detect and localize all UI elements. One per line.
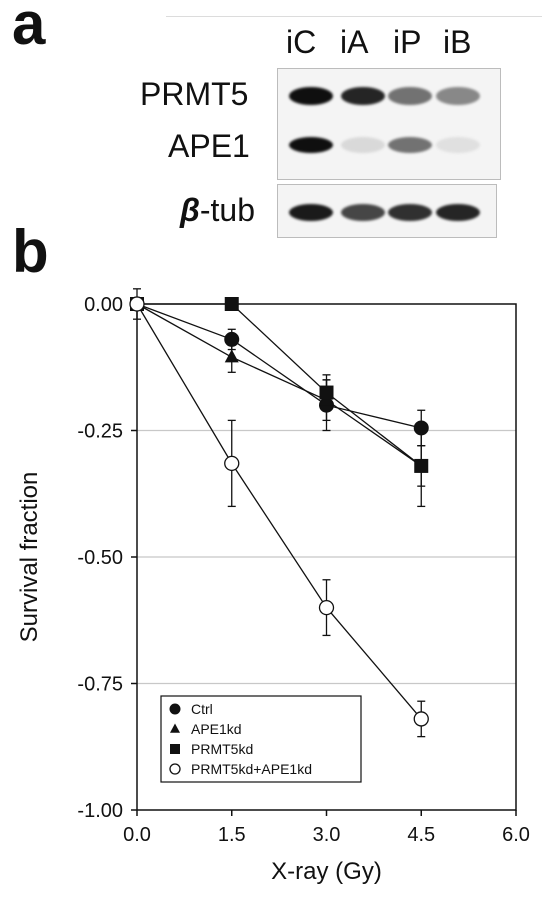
x-axis-label: X-ray (Gy): [271, 858, 382, 885]
band-ape1: [388, 137, 432, 153]
data-point: [224, 331, 240, 347]
band-ape1: [289, 137, 333, 153]
y-tick-label: -1.00: [77, 800, 123, 822]
band-prmt5: [341, 87, 385, 105]
data-point: [224, 297, 239, 311]
beta-symbol: β: [180, 192, 200, 228]
lane-label-4: iB: [443, 24, 472, 60]
panel-b-letter: b: [12, 218, 49, 285]
y-tick-label: -0.75: [77, 674, 123, 696]
series-line: [136, 303, 422, 467]
x-tick-label: 6.0: [502, 824, 530, 846]
lane-label-3: iP: [393, 24, 422, 60]
data-point: [318, 599, 335, 616]
band-beta-tub: [388, 203, 432, 221]
y-tick-label: -0.50: [77, 547, 123, 569]
legend-label: PRMT5kd+APE1kd: [191, 761, 312, 777]
band-prmt5: [289, 87, 333, 105]
data-point: [414, 458, 429, 473]
band-beta-tub: [436, 203, 480, 221]
legend-label: PRMT5kd: [191, 741, 253, 757]
y-axis-label: Survival fraction: [16, 472, 43, 643]
data-point: [413, 420, 429, 436]
x-tick-label: 0.0: [123, 824, 151, 846]
band-prmt5: [388, 87, 432, 105]
band-ape1: [436, 137, 480, 153]
data-point: [224, 455, 240, 472]
band-prmt5: [436, 87, 480, 105]
protein-label-ape1: APE1: [168, 128, 250, 164]
lane-label-1: iC: [286, 24, 317, 60]
blot-prmt5-ape1: [277, 68, 501, 180]
protein-label-beta-tub: β-tub: [180, 192, 255, 229]
data-point: [224, 349, 239, 363]
y-tick-label: 0.00: [84, 294, 123, 316]
band-ape1: [341, 137, 385, 153]
legend-marker: [170, 723, 180, 733]
band-beta-tub: [341, 203, 385, 221]
survival-chart: 0.00 -0.25 -0.50 -0.75 -1.000.0 1.5 3.0 4.5 6.0 X…: [16, 288, 530, 885]
legend-label: APE1kd: [191, 721, 242, 737]
series-line: [136, 303, 422, 720]
band-beta-tub: [289, 203, 333, 221]
data-point: [129, 296, 145, 312]
legend-marker: [170, 744, 180, 754]
series-line: [137, 303, 422, 467]
legend-marker: [169, 703, 181, 715]
legend-marker: [169, 763, 181, 775]
tub-suffix: -tub: [199, 192, 255, 228]
lane-label-2: iA: [340, 24, 369, 60]
y-tick-label: -0.25: [77, 421, 123, 443]
legend-box: [160, 695, 362, 783]
legend-label: Ctrl: [191, 701, 213, 717]
header-rule: [166, 16, 542, 17]
series-line: [136, 303, 422, 429]
panel-a-letter: a: [12, 0, 46, 57]
data-point: [413, 711, 429, 727]
x-tick-label: 4.5: [407, 824, 435, 846]
protein-label-prmt5: PRMT5: [140, 76, 249, 112]
data-point: [319, 385, 334, 400]
x-tick-label: 3.0: [313, 824, 341, 846]
x-tick-label: 1.5: [218, 824, 246, 846]
